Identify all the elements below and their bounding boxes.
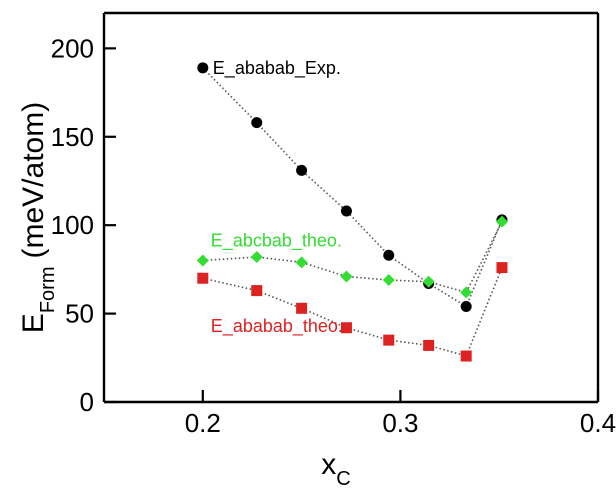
series-label: E_abcbab_theo. [211, 231, 342, 252]
y-axis-title-unit: (meV/atom) [17, 102, 50, 259]
data-point [251, 285, 263, 297]
data-point [196, 254, 209, 267]
x-axis-title: xC [321, 448, 350, 486]
data-point [296, 302, 308, 314]
y-axis-title-subscript: Form [37, 267, 59, 314]
data-point [295, 256, 308, 269]
data-point [296, 164, 308, 176]
axis-ticks: 0 50 100 150 200 0.2 0.3 0.4 [51, 33, 616, 438]
series-line [202, 267, 503, 357]
data-point [340, 322, 352, 334]
data-point [495, 215, 508, 228]
y-axis-title-main: E [17, 313, 50, 333]
data-point [423, 339, 435, 351]
data-point [460, 350, 472, 362]
data-point [382, 273, 395, 286]
series-line [202, 67, 503, 308]
x-tick-label: 0.3 [382, 408, 418, 438]
plot-frame [102, 11, 600, 404]
y-tick-label: 200 [51, 33, 94, 63]
y-tick-label: 100 [51, 210, 94, 240]
y-axis-title: EForm (meV/atom) [17, 102, 59, 333]
data-point [496, 262, 508, 274]
data-point [460, 301, 472, 313]
data-point [383, 334, 395, 346]
data-point [340, 270, 353, 283]
series-label: E_ababab_theo. [211, 316, 343, 337]
x-axis-title-subscript: C [336, 468, 350, 486]
y-tick-label: 50 [65, 299, 94, 329]
series-3: E_ababab_theo. [197, 262, 508, 362]
data-point [422, 275, 435, 288]
data-series: E_ababab_Exp. E_abcbab_theo. E_ababab_theo… [196, 58, 508, 362]
data-point [460, 286, 473, 299]
series-label: E_ababab_Exp. [213, 58, 341, 79]
y-tick-label: 0 [80, 387, 94, 417]
series-2: E_abcbab_theo. [196, 215, 508, 299]
data-point [197, 62, 209, 74]
x-axis-title-main: x [321, 448, 336, 481]
x-tick-label: 0.2 [185, 408, 221, 438]
data-point [383, 249, 395, 261]
series-line [202, 221, 503, 294]
data-point [340, 205, 352, 217]
data-point [197, 272, 209, 284]
x-tick-label: 0.4 [580, 408, 616, 438]
series-1: E_ababab_Exp. [197, 58, 508, 313]
y-tick-label: 150 [51, 122, 94, 152]
data-point [251, 117, 263, 129]
data-point [250, 251, 263, 264]
